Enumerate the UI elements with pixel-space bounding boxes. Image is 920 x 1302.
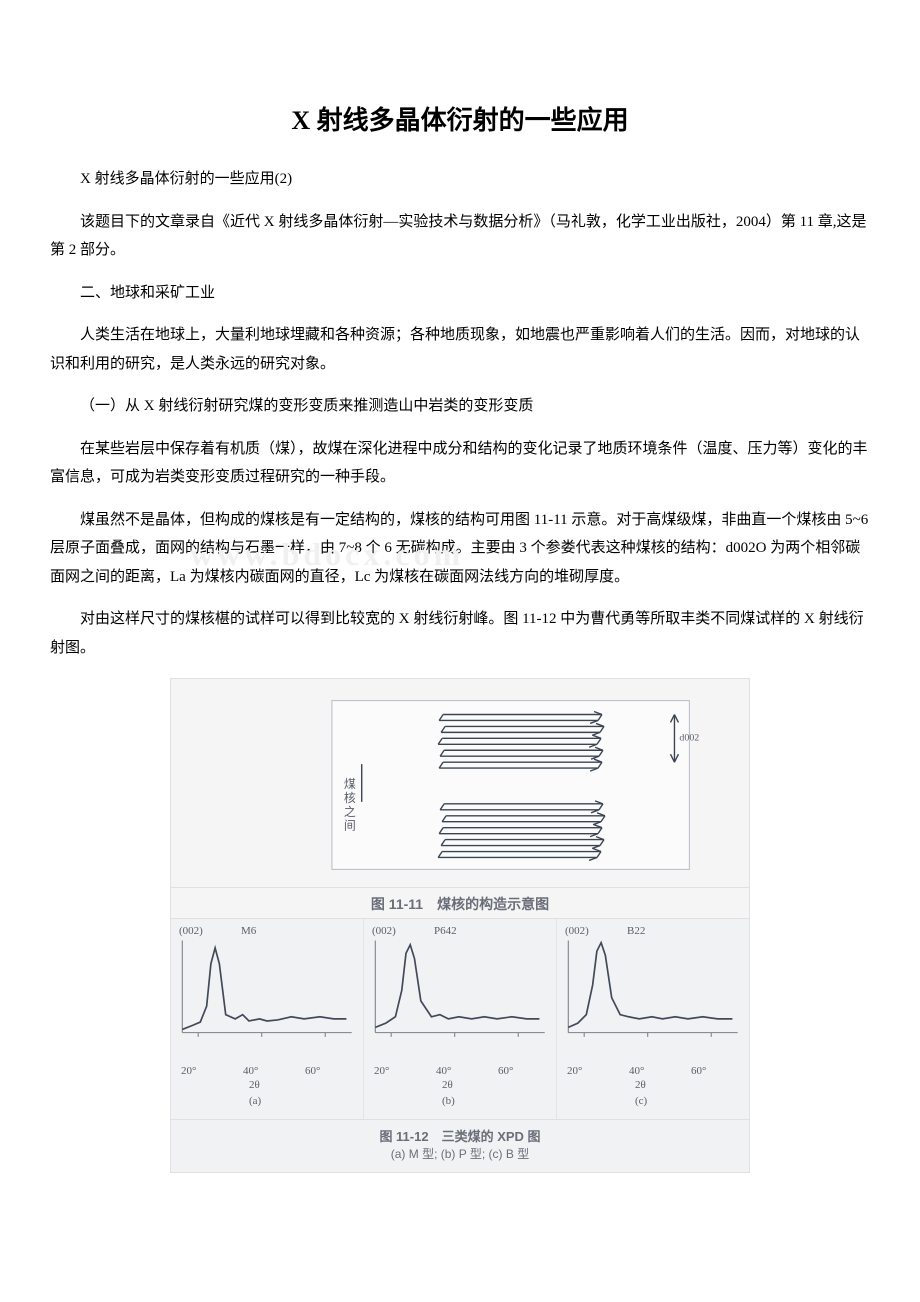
paragraph-7: 煤虽然不是晶体，但构成的煤核是有一定结构的，煤核的结构可用图 11-11 示意。… xyxy=(50,506,870,592)
xtick-c-3: 60° xyxy=(691,1065,706,1077)
sublabel-b: (b) xyxy=(442,1095,455,1107)
xrd-curve-c xyxy=(563,925,743,1045)
svg-text:d002: d002 xyxy=(679,732,699,743)
figure-11-11-caption: 图 11-11 煤核的构造示意图 xyxy=(170,888,750,918)
sublabel-a: (a) xyxy=(249,1095,261,1107)
xtick-b-2: 40° xyxy=(436,1065,451,1077)
peak-label-a: (002) xyxy=(179,925,203,937)
xtick-a-1: 20° xyxy=(181,1065,196,1077)
page-title: X 射线多晶体衍射的一些应用 xyxy=(50,100,870,137)
figure-11-12-panel-b: (002) P642 20° 40° 60° 2θ (b) xyxy=(364,919,557,1119)
xtick-a-2: 40° xyxy=(243,1065,258,1077)
xrd-curve-b xyxy=(370,925,550,1045)
paragraph-2: 该题目下的文章录自《近代 X 射线多晶体衍射—实验技术与数据分析》（马礼敦，化学… xyxy=(50,208,870,265)
paragraph-8: 对由这样尺寸的煤核椹的试样可以得到比较宽的 X 射线衍射峰。图 11-12 中为… xyxy=(50,605,870,662)
paragraph-6: 在某些岩层中保存着有机质（煤），故煤在深化进程中成分和结构的变化记录了地质环境条… xyxy=(50,435,870,492)
xrd-curve-a xyxy=(177,925,357,1045)
peak-label-c: (002) xyxy=(565,925,589,937)
document-page: X 射线多晶体衍射的一些应用 X 射线多晶体衍射的一些应用(2) 该题目下的文章… xyxy=(0,0,920,1213)
xtick-b-1: 20° xyxy=(374,1065,389,1077)
figure-11-12-panel-c: (002) B22 20° 40° 60° 2θ (c) xyxy=(557,919,749,1119)
xtick-a-3: 60° xyxy=(305,1065,320,1077)
figure-11-12: (002) M6 20° 40° 60° 2θ (a) (002) P642 2… xyxy=(170,918,750,1120)
paragraph-3: 二、地球和采矿工业 xyxy=(50,279,870,308)
paragraph-1: X 射线多晶体衍射的一些应用(2) xyxy=(50,165,870,194)
svg-text:煤: 煤 xyxy=(344,777,356,791)
svg-text:间: 间 xyxy=(344,819,356,833)
sample-label-c: B22 xyxy=(627,925,645,937)
figure-11-11: 煤核之间 d002 xyxy=(170,678,750,888)
paragraph-4: 人类生活在地球上，大量利地球埋藏和各种资源；各种地质现象，如地震也严重影响着人们… xyxy=(50,321,870,378)
peak-label-b: (002) xyxy=(372,925,396,937)
xlabel-a: 2θ xyxy=(249,1079,260,1091)
xtick-c-2: 40° xyxy=(629,1065,644,1077)
figure-block: 煤核之间 d002 图 11-11 煤核的构造示意图 (002) M6 20° 4… xyxy=(170,678,750,1173)
figure-11-12-caption-line1: 图 11-12 三类煤的 XPD 图 xyxy=(171,1126,749,1145)
xtick-c-1: 20° xyxy=(567,1065,582,1077)
figure-11-11-svg: 煤核之间 d002 xyxy=(183,691,739,877)
sublabel-c: (c) xyxy=(635,1095,647,1107)
sample-label-b: P642 xyxy=(434,925,457,937)
sample-label-a: M6 xyxy=(241,925,256,937)
xlabel-c: 2θ xyxy=(635,1079,646,1091)
svg-text:核: 核 xyxy=(344,791,356,805)
figure-11-12-panel-a: (002) M6 20° 40° 60° 2θ (a) xyxy=(171,919,364,1119)
figure-11-12-caption: 图 11-12 三类煤的 XPD 图 (a) M 型; (b) P 型; (c)… xyxy=(170,1120,750,1173)
xtick-b-3: 60° xyxy=(498,1065,513,1077)
figure-11-12-caption-line2: (a) M 型; (b) P 型; (c) B 型 xyxy=(171,1145,749,1162)
xlabel-b: 2θ xyxy=(442,1079,453,1091)
svg-text:之: 之 xyxy=(344,805,356,819)
paragraph-5: （一）从 X 射线衍射研究煤的变形变质来推测造山中岩类的变形变质 xyxy=(50,392,870,421)
